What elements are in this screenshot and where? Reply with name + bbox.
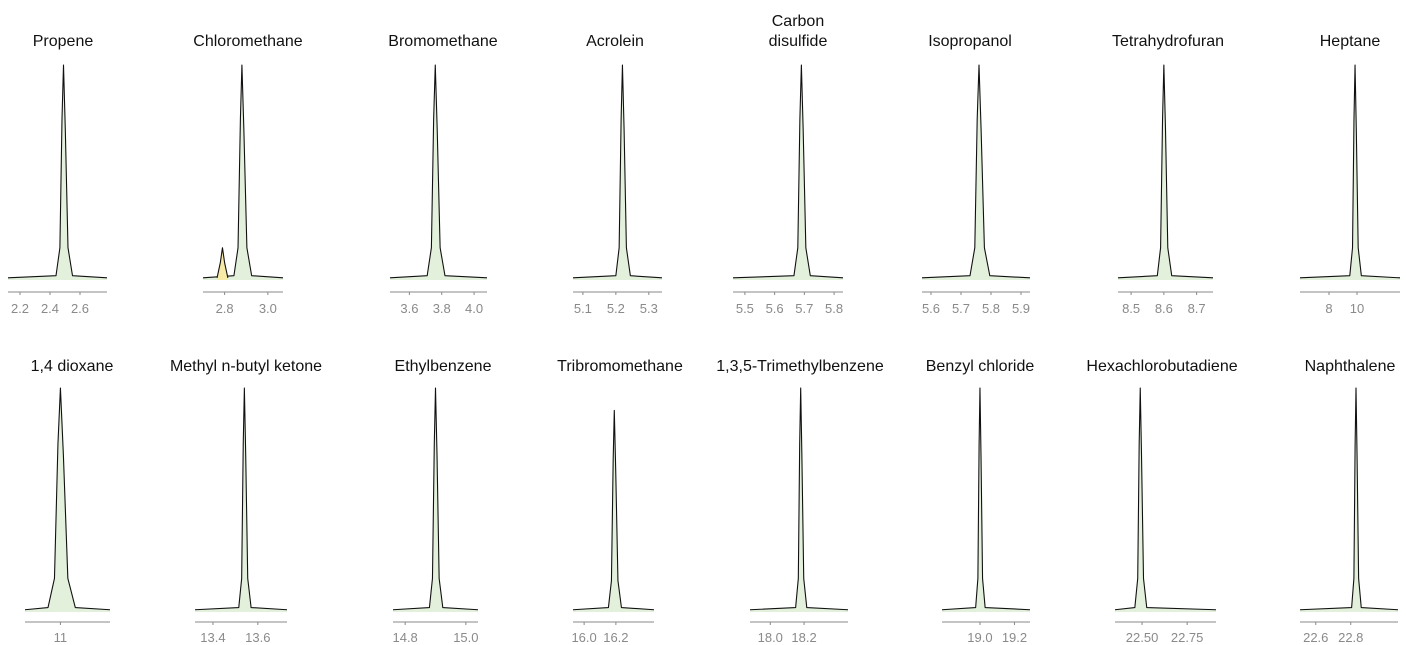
x-tick-label: 19.2 [1002,630,1027,645]
x-tick-label: 13.6 [245,630,270,645]
panel-title: Naphthalene [1304,358,1396,375]
peak [194,387,288,611]
x-tick-label: 5.9 [1012,301,1030,316]
panel-title: Heptane [1319,33,1381,50]
x-tick-label: 5.2 [607,301,625,316]
peak [921,64,1031,279]
peak [732,64,844,279]
panel-title: Hexachlorobutadiene [1086,358,1238,375]
x-tick-label: 3.8 [433,301,451,316]
x-tick-label: 2.8 [216,301,234,316]
peak [24,387,111,611]
peak [1299,64,1401,279]
peak-fill [1300,388,1398,612]
x-tick-label: 5.6 [766,301,784,316]
panel-title: Tribromomethane [557,358,683,375]
peak [1117,64,1214,279]
x-tick-label: 2.4 [41,301,59,316]
peak [1299,387,1399,611]
peak-fill [203,65,283,280]
x-tick-label: 2.6 [71,301,89,316]
x-tick-label: 5.8 [825,301,843,316]
x-tick-label: 18.2 [791,630,816,645]
x-tick-label: 5.6 [922,301,940,316]
x-tick-label: 15.0 [453,630,478,645]
x-tick-label: 13.4 [200,630,225,645]
peak [7,64,108,279]
panel-title: Acrolein [586,33,644,50]
peak-fill [942,388,1030,612]
x-tick-label: 5.7 [795,301,813,316]
x-tick-label: 5.7 [952,301,970,316]
peak-fill [390,65,487,280]
peak [202,64,284,279]
x-tick-label: 22.8 [1338,630,1363,645]
x-tick-label: 8 [1325,301,1332,316]
x-tick-label: 4.0 [465,301,483,316]
x-tick-label: 16.2 [603,630,628,645]
panel-title: Bromomethane [388,33,498,50]
x-tick-label: 22.6 [1303,630,1328,645]
peak-fill [922,65,1030,280]
panel-title: Tetrahydrofuran [1111,33,1225,50]
x-tick-label: 5.8 [982,301,1000,316]
x-tick-label: 2.2 [11,301,29,316]
peak-fill [733,65,843,280]
panel-title: Ethylbenzene [394,358,492,375]
x-tick-label: 18.0 [758,630,783,645]
x-tick-label: 3.0 [259,301,277,316]
x-tick-label: 8.7 [1188,301,1206,316]
peak-fill [195,388,287,612]
peak-fill [1300,65,1400,280]
x-tick-label: 14.8 [392,630,417,645]
x-tick-label: 10 [1350,301,1364,316]
peak-fill [1115,388,1216,612]
peak [749,387,849,611]
x-tick-label: 5.3 [640,301,658,316]
peak-fill [750,388,848,612]
panel-title: 1,4 dioxane [30,358,114,375]
x-tick-label: 16.0 [571,630,596,645]
peak [572,64,663,279]
panel-title: Methyl n-butyl ketone [169,358,323,375]
peak [1114,387,1217,611]
panel-title: Carbon disulfide [768,13,828,50]
x-tick-label: 5.1 [574,301,592,316]
panel-title: Benzyl chloride [925,358,1035,375]
x-tick-label: 19.0 [967,630,992,645]
panel-title: Propene [32,33,94,50]
peak [389,64,488,279]
peak [392,387,479,611]
x-tick-label: 8.5 [1122,301,1140,316]
peak-fill [573,410,654,612]
peak-fill [573,65,662,280]
x-tick-label: 8.6 [1155,301,1173,316]
x-tick-label: 22.50 [1126,630,1159,645]
minor-peak-fill [217,247,228,280]
minor-peak [216,247,229,278]
x-tick-label: 11 [54,630,68,645]
x-tick-label: 22.75 [1171,630,1204,645]
panel-title: 1,3,5-Trimethylbenzene [716,358,884,375]
peak-fill [1118,65,1213,280]
peak-fill [393,388,478,612]
panel-title: Chloromethane [193,33,303,50]
peak-fill [8,65,107,280]
x-tick-label: 3.6 [400,301,418,316]
peak [572,409,655,611]
peak [941,387,1031,611]
panel-title: Isopropanol [928,33,1012,50]
x-tick-label: 5.5 [736,301,754,316]
